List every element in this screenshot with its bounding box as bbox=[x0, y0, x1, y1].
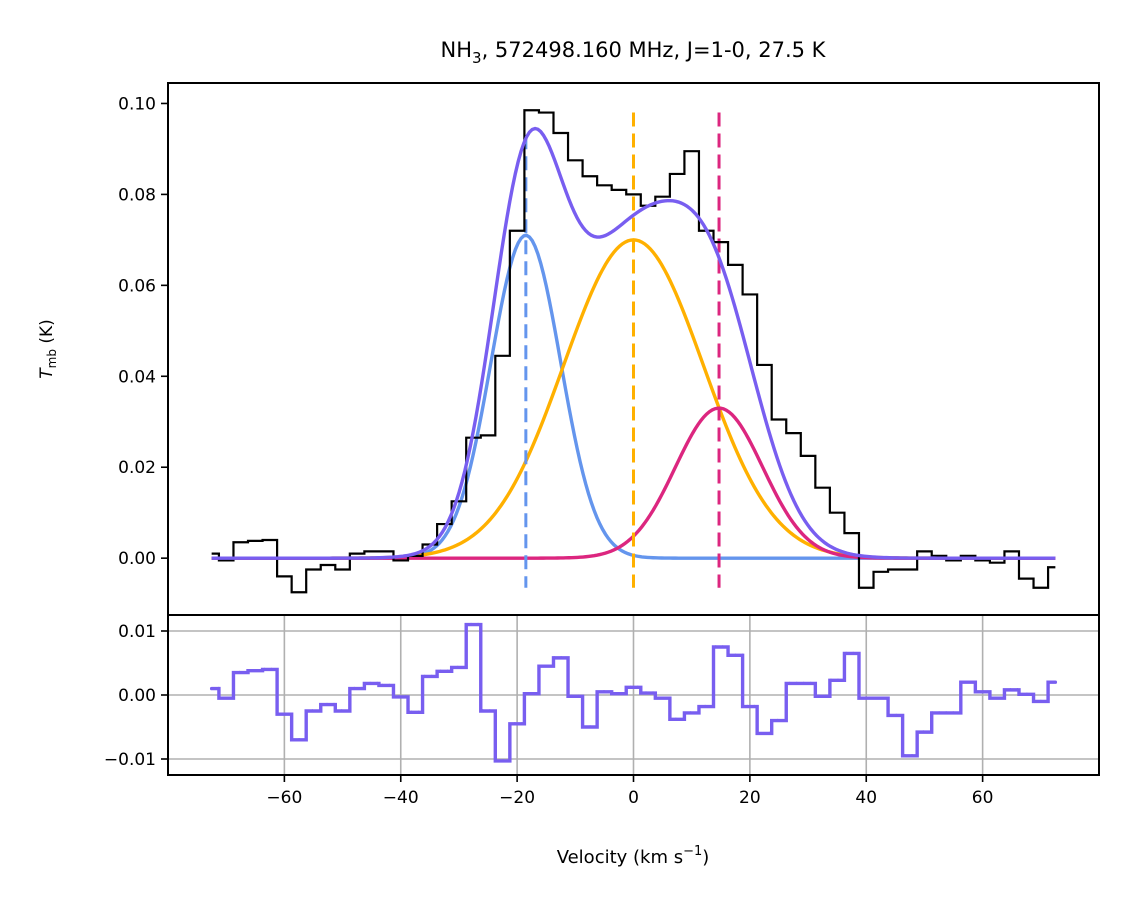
x-tick-label: 60 bbox=[972, 788, 994, 808]
top-y-tick-label: 0.00 bbox=[118, 549, 156, 569]
top-y-ticks: 0.00 0.02 0.04 0.06 0.08 0.10 bbox=[118, 94, 168, 569]
bottom-y-ticks: −0.01 0.00 0.01 bbox=[104, 622, 168, 770]
bottom-y-tick-label: 0.00 bbox=[118, 686, 156, 706]
x-tick-label: 20 bbox=[739, 788, 761, 808]
x-axis-label: Velocity (km s−1) bbox=[557, 844, 710, 868]
bottom-axes-frame bbox=[167, 614, 1100, 776]
x-tick-label: −60 bbox=[266, 788, 302, 808]
x-tick-label: 0 bbox=[628, 788, 639, 808]
top-y-tick-label: 0.04 bbox=[118, 367, 156, 387]
top-y-tick-label: 0.02 bbox=[118, 458, 156, 478]
x-tick-label: 40 bbox=[855, 788, 877, 808]
observed-spectrum-line bbox=[211, 109, 1056, 594]
residual-grid bbox=[168, 615, 1099, 775]
residual-line bbox=[209, 622, 1058, 763]
top-y-axis-label: Tmb (K) bbox=[37, 319, 59, 379]
x-tick-label: −40 bbox=[383, 788, 419, 808]
total-fit-line bbox=[211, 126, 1056, 560]
bottom-y-tick-label: −0.01 bbox=[104, 750, 156, 770]
top-y-tick-label: 0.06 bbox=[118, 276, 156, 296]
residual-panel: −0.01 0.00 0.01 −60 −40 −20 0 20 40 60 Velocity … bbox=[104, 614, 1100, 868]
top-y-tick-label: 0.10 bbox=[118, 94, 156, 114]
chart-title: NH3, 572498.160 MHz, J=1-0, 27.5 K bbox=[441, 38, 827, 67]
x-tick-label: −20 bbox=[499, 788, 535, 808]
spectrum-panel: 0.00 0.02 0.04 0.06 0.08 0.10 Tmb (K) bbox=[37, 82, 1100, 616]
top-y-tick-label: 0.08 bbox=[118, 185, 156, 205]
bottom-x-ticks: −60 −40 −20 0 20 40 60 bbox=[266, 775, 993, 808]
bottom-y-tick-label: 0.01 bbox=[118, 622, 156, 642]
component-centers bbox=[524, 112, 721, 588]
